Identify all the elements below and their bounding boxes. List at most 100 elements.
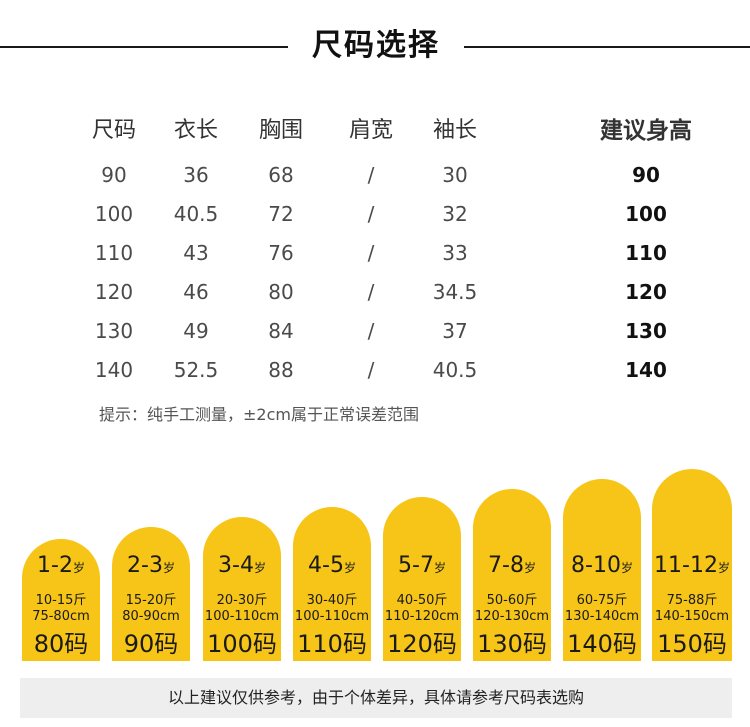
weight-range: 10-15斤 (35, 593, 87, 608)
table-cell: 43 (183, 241, 209, 265)
table-row: 120 46 80 / 34.5 120 (0, 273, 750, 312)
table-cell: 33 (442, 241, 468, 265)
table-cell: 100 (94, 202, 134, 226)
table-cell: 76 (268, 241, 294, 265)
table-body: 90 36 68/30 90 100 40.5 72/32 100 110 43 76/33 110 1… (0, 156, 750, 390)
table-cell: / (367, 202, 375, 226)
header-length: 衣长 (173, 118, 218, 143)
table-row: 140 52.5 88 / 40.5 140 (0, 351, 750, 390)
table-header-row: 尺码 衣长 胸围 肩宽 袖长 建议身高 (0, 110, 750, 152)
table-cell: 36 (183, 163, 209, 187)
table-cell: / (367, 163, 375, 187)
table-row: 110 43 76 / 33 110 (0, 234, 750, 273)
size-label: 100码 (207, 630, 277, 658)
age-size-pill: 3-4岁 20-30斤 100-110cm 100码 (203, 517, 281, 661)
table-cell: 52.5 (173, 358, 219, 382)
weight-range: 15-20斤 (125, 593, 177, 608)
title-row: 尺码选择 (0, 24, 750, 68)
table-cell: / (367, 280, 375, 304)
title-divider-right (464, 46, 750, 48)
height-range: 80-90cm (122, 609, 180, 624)
size-label: 120码 (387, 630, 457, 658)
age-size-pill: 7-8岁 50-60斤 120-130cm 130码 (473, 489, 551, 661)
age-size-pill: 11-12岁 75-88斤 140-150cm 150码 (652, 469, 732, 661)
age-unit: 岁 (343, 561, 356, 575)
height-range: 120-130cm (474, 609, 550, 624)
table-row: 100 40.5 72 / 32 100 (0, 195, 750, 234)
age-size-pill: 5-7岁 40-50斤 110-120cm 120码 (383, 497, 461, 661)
table-cell: 40.5 (432, 358, 478, 382)
table-cell: / (367, 319, 375, 343)
height-range: 75-80cm (32, 609, 90, 624)
weight-range: 50-60斤 (486, 593, 538, 608)
age-unit: 岁 (72, 561, 85, 575)
header-shoulder: 肩宽 (348, 118, 393, 143)
table-cell: 140 (94, 358, 134, 382)
header-chest: 胸围 (258, 118, 303, 143)
table-cell: 130 (94, 319, 134, 343)
table-cell: 37 (442, 319, 468, 343)
height-range: 130-140cm (564, 609, 640, 624)
table-cell: 49 (183, 319, 209, 343)
header-sleeve: 袖长 (432, 118, 477, 143)
age-value: 8-10 (571, 553, 621, 578)
page-title: 尺码选择 (312, 28, 440, 63)
size-label: 110码 (297, 630, 367, 658)
age-value: 11-12 (654, 553, 718, 578)
size-label: 140码 (567, 630, 637, 658)
age-unit: 岁 (717, 561, 730, 575)
age-range: 2-3岁 (112, 553, 190, 578)
header-recommended-height: 建议身高 (600, 118, 692, 144)
age-size-pill: 2-3岁 15-20斤 80-90cm 90码 (112, 527, 190, 661)
age-value: 3-4 (218, 553, 254, 578)
table-cell: 90 (101, 163, 127, 187)
height-range: 140-150cm (654, 609, 730, 624)
age-range: 1-2岁 (22, 553, 100, 578)
weight-range: 30-40斤 (306, 593, 358, 608)
table-row: 130 49 84 / 37 130 (0, 312, 750, 351)
age-range: 8-10岁 (563, 553, 641, 578)
age-unit: 岁 (523, 561, 536, 575)
table-cell: 72 (268, 202, 294, 226)
table-cell: 30 (442, 163, 468, 187)
age-value: 4-5 (308, 553, 344, 578)
age-unit: 岁 (433, 561, 446, 575)
table-cell: 34.5 (432, 280, 478, 304)
table-cell: 46 (183, 280, 209, 304)
table-cell: 32 (442, 202, 468, 226)
table-cell: / (367, 241, 375, 265)
size-label: 80码 (33, 630, 89, 658)
weight-range: 40-50斤 (396, 593, 448, 608)
table-cell: 120 (625, 280, 667, 304)
table-cell: 130 (625, 319, 667, 343)
table-cell: 88 (268, 358, 294, 382)
table-cell: 90 (632, 163, 660, 187)
table-cell: 110 (625, 241, 667, 265)
size-label: 150码 (657, 630, 727, 658)
title-divider-left (0, 46, 288, 48)
age-range: 3-4岁 (203, 553, 281, 578)
age-unit: 岁 (162, 561, 175, 575)
footer-note: 以上建议仅供参考，由于个体差异，具体请参考尺码表选购 (20, 678, 732, 718)
age-value: 2-3 (127, 553, 163, 578)
age-size-pill: 1-2岁 10-15斤 75-80cm 80码 (22, 539, 100, 661)
header-size: 尺码 (91, 118, 136, 143)
size-table: 尺码 衣长 胸围 肩宽 袖长 建议身高 90 36 68 / 30 90 100 40.5 72… (0, 110, 750, 390)
size-label: 130码 (477, 630, 547, 658)
height-range: 100-110cm (204, 609, 280, 624)
age-size-pill: 4-5岁 30-40斤 100-110cm 110码 (293, 507, 371, 661)
table-cell: 100 (625, 202, 667, 226)
table-cell: 40.5 (173, 202, 219, 226)
table-cell: / (367, 358, 375, 382)
age-size-pill: 8-10岁 60-75斤 130-140cm 140码 (563, 479, 641, 661)
table-cell: 68 (268, 163, 294, 187)
table-cell: 80 (268, 280, 294, 304)
table-cell: 110 (94, 241, 134, 265)
age-range: 4-5岁 (293, 553, 371, 578)
weight-range: 75-88斤 (666, 593, 718, 608)
table-cell: 140 (625, 358, 667, 382)
age-unit: 岁 (253, 561, 266, 575)
weight-range: 20-30斤 (216, 593, 268, 608)
age-range: 11-12岁 (652, 553, 732, 578)
age-range: 5-7岁 (383, 553, 461, 578)
